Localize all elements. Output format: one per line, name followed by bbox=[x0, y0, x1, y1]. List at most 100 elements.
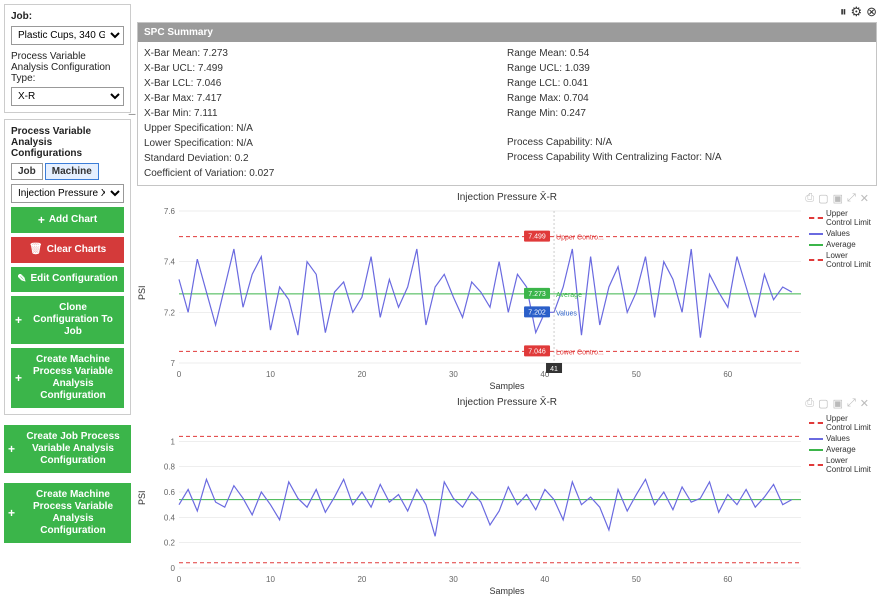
spc-stat: Upper Specification: N/A bbox=[144, 121, 507, 136]
job-label: Job: bbox=[11, 11, 124, 22]
create-job-pva-button[interactable]: +Create Job Process Variable Analysis Co… bbox=[4, 425, 131, 473]
svg-text:10: 10 bbox=[266, 575, 275, 584]
svg-text:7.046: 7.046 bbox=[528, 348, 546, 355]
spc-stat: Range Max: 0.704 bbox=[507, 91, 870, 106]
svg-text:30: 30 bbox=[449, 575, 458, 584]
plus-icon: + bbox=[38, 213, 45, 227]
svg-text:0: 0 bbox=[177, 575, 182, 584]
edit-config-button[interactable]: ✎Edit Configuration bbox=[11, 267, 124, 292]
pencil-icon: ✎ bbox=[17, 273, 26, 286]
close-chart-icon[interactable]: ✕ bbox=[860, 192, 869, 205]
plus-icon: + bbox=[15, 371, 22, 385]
chart1-svg: 77.27.47.60102030405060417.499Upper Cont… bbox=[151, 205, 807, 381]
chart2-xlabel: Samples bbox=[137, 586, 877, 596]
spc-stat: X-Bar Max: 7.417 bbox=[144, 91, 507, 106]
pva-type-label: Process Variable Analysis Configuration … bbox=[11, 51, 124, 84]
pause-icon[interactable]: ⏸ bbox=[840, 4, 847, 20]
chart1-xlabel: Samples bbox=[137, 381, 877, 391]
tab-machine[interactable]: Machine bbox=[45, 163, 99, 180]
svg-text:0.4: 0.4 bbox=[164, 513, 176, 522]
camera-icon[interactable]: ⎙ bbox=[805, 397, 814, 410]
svg-text:7.6: 7.6 bbox=[164, 207, 176, 216]
camera-icon[interactable]: ⎙ bbox=[805, 192, 814, 205]
range-chart: ⎙ ▢ ▣ ⤢ ✕ Injection Pressure X̄-R PSI 00… bbox=[137, 395, 877, 596]
create-machine-pva-button-2[interactable]: +Create Machine Process Variable Analysi… bbox=[4, 483, 131, 543]
expand-icon[interactable]: ⤢ bbox=[847, 397, 856, 410]
config-header: Process Variable Analysis Configurations bbox=[11, 126, 124, 159]
clear-charts-button[interactable]: 🗑Clear Charts bbox=[11, 237, 124, 262]
svg-text:7.4: 7.4 bbox=[164, 258, 176, 267]
svg-text:0.2: 0.2 bbox=[164, 539, 176, 548]
spc-left-col: X-Bar Mean: 7.273 X-Bar UCL: 7.499 X-Bar… bbox=[144, 46, 507, 181]
plus-icon: + bbox=[8, 506, 15, 520]
svg-text:Average: Average bbox=[556, 292, 582, 299]
tab-job[interactable]: Job bbox=[11, 163, 43, 180]
spc-stat: Process Capability: N/A bbox=[507, 135, 870, 150]
create-machine-pva-button[interactable]: +Create Machine Process Variable Analysi… bbox=[11, 348, 124, 408]
config-select[interactable]: Injection Pressure X-R bbox=[11, 184, 124, 203]
svg-text:0.6: 0.6 bbox=[164, 488, 176, 497]
svg-text:0: 0 bbox=[171, 564, 176, 573]
chart1-title: Injection Pressure X̄-R bbox=[137, 192, 877, 203]
svg-text:20: 20 bbox=[357, 575, 366, 584]
chart1-legend: Upper Control Limit Values Average Lower… bbox=[807, 205, 877, 381]
svg-text:0.8: 0.8 bbox=[164, 463, 176, 472]
spc-header: SPC Summary bbox=[138, 23, 876, 42]
gear-icon[interactable]: ⚙ bbox=[850, 4, 862, 20]
svg-text:0: 0 bbox=[177, 370, 182, 379]
svg-text:30: 30 bbox=[449, 370, 458, 379]
collapse-icon[interactable]: − bbox=[128, 106, 136, 122]
spc-stat: Range Mean: 0.54 bbox=[507, 46, 870, 61]
svg-text:7.2: 7.2 bbox=[164, 308, 176, 317]
svg-text:7.499: 7.499 bbox=[528, 234, 546, 241]
spc-stat: Range LCL: 0.041 bbox=[507, 76, 870, 91]
job-select[interactable]: Plastic Cups, 340 Gram bbox=[11, 26, 124, 45]
svg-text:7.202: 7.202 bbox=[528, 309, 546, 316]
spc-stat: Lower Specification: N/A bbox=[144, 136, 507, 151]
svg-text:7.273: 7.273 bbox=[528, 291, 546, 298]
clone-config-button[interactable]: +Clone Configuration To Job bbox=[11, 296, 124, 344]
close-chart-icon[interactable]: ✕ bbox=[860, 397, 869, 410]
xbar-chart: ⎙ ▢ ▣ ⤢ ✕ Injection Pressure X̄-R PSI 7 7… bbox=[137, 190, 877, 391]
box2-icon[interactable]: ▣ bbox=[833, 397, 843, 410]
chart2-legend: Upper Control Limit Values Average Lower… bbox=[807, 410, 877, 586]
job-panel: Job: Plastic Cups, 340 Gram Process Vari… bbox=[4, 4, 131, 113]
spc-stat: X-Bar Min: 7.111 bbox=[144, 106, 507, 121]
spc-stat: X-Bar Mean: 7.273 bbox=[144, 46, 507, 61]
trash-icon: 🗑 bbox=[29, 243, 43, 256]
svg-text:40: 40 bbox=[540, 575, 549, 584]
svg-text:Upper Contro...: Upper Contro... bbox=[556, 235, 604, 242]
spc-stat: X-Bar UCL: 7.499 bbox=[144, 61, 507, 76]
expand-icon[interactable]: ⤢ bbox=[847, 192, 856, 205]
box-icon[interactable]: ▢ bbox=[818, 397, 828, 410]
chart2-ylabel: PSI bbox=[137, 410, 151, 586]
svg-text:50: 50 bbox=[632, 370, 641, 379]
svg-text:60: 60 bbox=[723, 575, 732, 584]
spc-summary: SPC Summary − X-Bar Mean: 7.273 X-Bar UC… bbox=[137, 22, 877, 186]
box2-icon[interactable]: ▣ bbox=[833, 192, 843, 205]
pva-type-select[interactable]: X-R bbox=[11, 87, 124, 106]
spc-stat: X-Bar LCL: 7.046 bbox=[144, 76, 507, 91]
chart2-title: Injection Pressure X̄-R bbox=[137, 397, 877, 408]
svg-text:41: 41 bbox=[550, 366, 558, 373]
svg-text:Lower Contro...: Lower Contro... bbox=[556, 349, 604, 356]
svg-text:50: 50 bbox=[632, 575, 641, 584]
spc-stat: Process Capability With Centralizing Fac… bbox=[507, 150, 870, 165]
plus-icon: + bbox=[15, 313, 22, 327]
svg-text:20: 20 bbox=[357, 370, 366, 379]
add-chart-button[interactable]: +Add Chart bbox=[11, 207, 124, 233]
top-toolbar: ⏸ ⚙ ⊗ bbox=[137, 4, 877, 20]
spc-stat: Range UCL: 1.039 bbox=[507, 61, 870, 76]
chart1-ylabel: PSI bbox=[137, 205, 151, 381]
svg-text:1: 1 bbox=[171, 437, 176, 446]
close-icon[interactable]: ⊗ bbox=[866, 4, 877, 20]
spc-stat: Coefficient of Variation: 0.027 bbox=[144, 166, 507, 181]
chart2-svg: 00.20.40.60.810102030405060 bbox=[151, 410, 807, 586]
box-icon[interactable]: ▢ bbox=[818, 192, 828, 205]
svg-text:Values: Values bbox=[556, 310, 577, 317]
svg-text:10: 10 bbox=[266, 370, 275, 379]
svg-text:7: 7 bbox=[171, 359, 176, 368]
spc-right-col: Range Mean: 0.54 Range UCL: 1.039 Range … bbox=[507, 46, 870, 181]
spc-stat: Range Min: 0.247 bbox=[507, 106, 870, 121]
config-panel: Process Variable Analysis Configurations… bbox=[4, 119, 131, 415]
